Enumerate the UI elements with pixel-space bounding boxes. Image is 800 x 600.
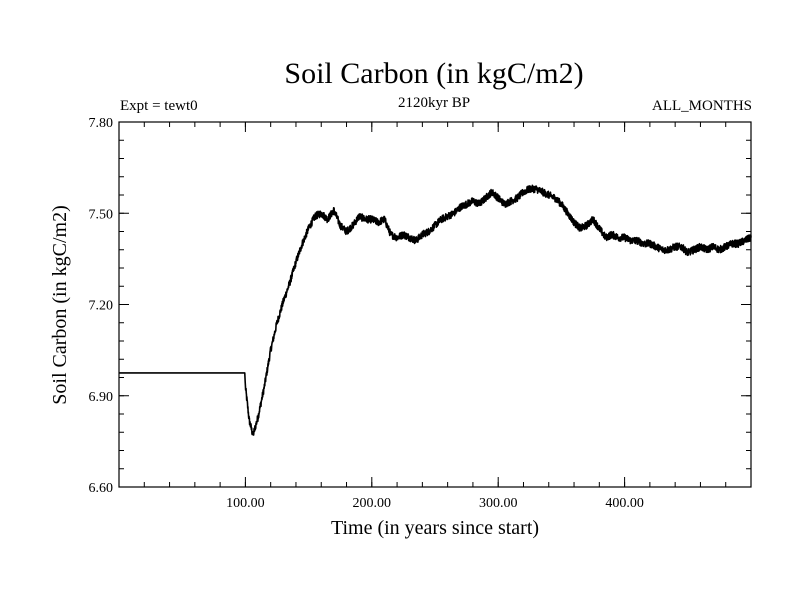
data-series	[118, 184, 752, 436]
x-tick-label: 300.00	[479, 496, 518, 511]
chart-title: Soil Carbon (in kgC/m2)	[284, 57, 583, 90]
axis-ticks	[119, 121, 751, 488]
chart-subtitle: 2120kyr BP	[398, 95, 470, 111]
tick-labels: 100.00 200.00 300.00 400.00 6.60 6.90 7.20 7.50…	[89, 116, 644, 511]
y-tick-label: 7.80	[89, 116, 114, 131]
y-tick-label: 6.90	[89, 390, 114, 405]
y-tick-label: 7.50	[89, 207, 114, 222]
x-tick-label: 400.00	[605, 496, 644, 511]
y-tick-label: 7.20	[89, 299, 114, 314]
months-label: ALL_MONTHS	[652, 98, 752, 114]
experiment-label: Expt = tewt0	[120, 98, 198, 114]
x-axis-label: Time (in years since start)	[331, 517, 539, 539]
plot-frame	[118, 121, 752, 488]
x-tick-label: 100.00	[226, 496, 265, 511]
series-line-soil-carbon	[118, 184, 752, 436]
y-axis-label: Soil Carbon (in kgC/m2)	[49, 205, 71, 404]
x-tick-label: 200.00	[353, 496, 392, 511]
y-tick-label: 6.60	[89, 481, 114, 496]
